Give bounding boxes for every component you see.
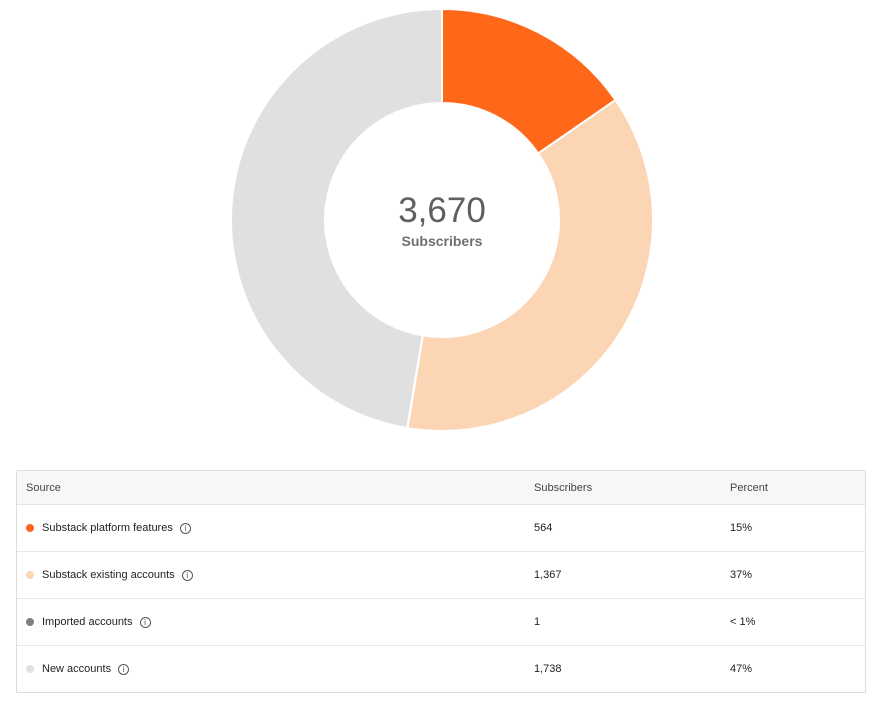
info-icon[interactable]: i [139, 616, 151, 628]
legend-dot [26, 524, 34, 532]
percent-cell: 47% [730, 663, 753, 675]
donut-slice-substack-existing-accounts[interactable] [406, 98, 654, 432]
donut-slices [230, 7, 654, 432]
info-icon[interactable]: i [181, 569, 193, 581]
source-label: Imported accounts [42, 616, 133, 628]
source-cell: New accounts i [26, 646, 130, 692]
percent-cell: 37% [730, 569, 753, 581]
donut-chart-svg: 3,670 Subscribers [230, 7, 654, 432]
header-subscribers: Subscribers [534, 481, 593, 494]
info-icon[interactable]: i [118, 663, 130, 675]
subscribers-cell: 1,738 [534, 663, 562, 675]
subscribers-cell: 1 [534, 616, 541, 628]
legend-dot [26, 571, 34, 579]
legend-dot [26, 618, 34, 626]
subscriber-sources-table: Source Subscribers Percent Substack plat… [16, 470, 866, 693]
total-subscribers-label: Subscribers [402, 233, 483, 249]
table-header: Source Subscribers Percent [17, 471, 865, 505]
subscribers-cell: 1,367 [534, 569, 562, 581]
total-subscribers-value: 3,670 [398, 191, 486, 230]
donut-slice-new-accounts[interactable] [230, 7, 443, 430]
source-label: New accounts [42, 663, 112, 675]
source-label: Substack platform features [42, 522, 173, 534]
source-label: Substack existing accounts [42, 569, 175, 581]
percent-cell: < 1% [730, 616, 756, 628]
source-cell: Imported accounts i [26, 599, 151, 645]
donut-chart: 3,670 Subscribers [230, 7, 654, 432]
table-row: Substack platform features i 564 15% [17, 505, 865, 552]
info-icon[interactable]: i [179, 522, 191, 534]
source-cell: Substack existing accounts i [26, 552, 193, 598]
table-row: New accounts i 1,738 47% [17, 646, 865, 692]
percent-cell: 15% [730, 522, 753, 534]
subscribers-cell: 564 [534, 522, 553, 534]
header-percent: Percent [730, 481, 768, 494]
table-row: Imported accounts i 1 < 1% [17, 599, 865, 646]
table-row: Substack existing accounts i 1,367 37% [17, 552, 865, 599]
source-cell: Substack platform features i [26, 505, 191, 551]
header-source: Source [26, 481, 61, 494]
legend-dot [26, 665, 34, 673]
